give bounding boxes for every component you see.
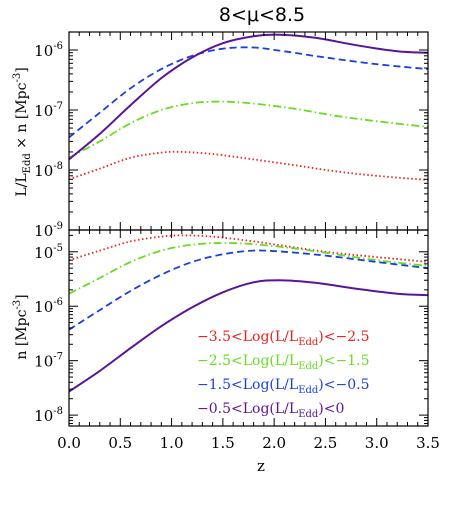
legend-blue-pre: −1.5<Log(L/L [197,377,298,393]
top-ylabel-pre: L/L [14,173,30,196]
bottom-ytick-label: 10-6 [34,297,63,316]
top-ylabel-sub: Edd [22,153,33,174]
legend-green-pre: −2.5<Log(L/L [197,353,298,369]
legend-entry-blue: −1.5<Log(L/LEdd)<−0.5 [197,377,369,396]
xtick-label: 3.5 [416,434,440,452]
bottom-series-purple [68,279,429,393]
xtick-label: 0.0 [57,434,81,452]
legend-green-post: )<−1.5 [318,353,369,369]
legend-entry-purple: −0.5<Log(L/LEdd)<0 [197,401,344,420]
bottom-ytick-label: 10-8 [34,406,63,425]
legend-purple-pre: −0.5<Log(L/L [197,401,298,417]
legend-blue-sub: Edd [298,385,319,396]
legend-red-sub: Edd [298,337,319,348]
xtick-label: 3.0 [365,434,389,452]
bottom-ylabel-pre: n [Mpc [14,309,30,359]
top-ytick-label: 10-8 [34,161,63,180]
top-series-red [68,150,429,181]
bottom-ylabel-end: ] [14,294,30,299]
bottom-ylabel: n [Mpc-3] [12,294,30,359]
top-ylabel-sup: -3 [12,73,23,83]
legend-purple-post: )<0 [318,401,344,417]
top-ytick-label: 10-6 [34,41,63,60]
top-series-blue [68,46,429,139]
top-ytick-label: 10-7 [34,101,63,120]
legend-entry-green: −2.5<Log(L/LEdd)<−1.5 [197,353,369,372]
bottom-series-red [68,234,429,263]
bottom-ytick-label: 10-7 [34,352,63,371]
x-axis-label: z [257,457,265,475]
top-series-green [68,100,429,159]
legend-red-pre: −3.5<Log(L/L [197,329,298,345]
bottom-panel: 0.0 0.5 1.0 1.5 2.0 2.5 3.0 3.5 10-8 10-7 10-6 10-5 [34,229,440,452]
legend-entry-red: −3.5<Log(L/LEdd)<−2.5 [197,329,369,348]
legend: −3.5<Log(L/LEdd)<−2.5 −2.5<Log(L/LEdd)<−… [197,329,369,420]
top-ytick-label: 10-9 [34,221,63,240]
xtick-label: 1.0 [160,434,184,452]
chart-title: 8<μ<8.5 [219,4,305,26]
top-panel: 10-9 10-8 10-7 10-6 [34,31,429,240]
legend-red-post: )<−2.5 [318,329,369,345]
xtick-label: 1.5 [211,434,235,452]
xtick-label: 2.0 [262,434,286,452]
legend-blue-post: )<−0.5 [318,377,369,393]
xtick-label: 0.5 [108,434,132,452]
legend-purple-sub: Edd [298,409,319,420]
bottom-ylabel-sup: -3 [12,300,23,310]
legend-green-sub: Edd [298,361,319,372]
top-ylabel-post: × n [Mpc [14,82,30,153]
top-ylabel-end: ] [14,67,30,72]
bottom-ytick-label: 10-5 [34,243,63,262]
bottom-series-blue [68,249,429,331]
top-plot-frame [68,31,429,231]
top-ylabel: L/LEdd × n [Mpc-3] [12,67,33,196]
xtick-label: 2.5 [313,434,337,452]
top-series-purple [68,33,429,161]
